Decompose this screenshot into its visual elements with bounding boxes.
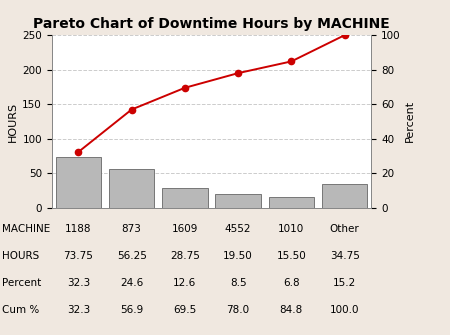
Text: 15.50: 15.50 <box>276 251 306 261</box>
Text: 19.50: 19.50 <box>223 251 253 261</box>
Text: Other: Other <box>330 224 360 234</box>
Text: 32.3: 32.3 <box>67 305 90 315</box>
Text: 78.0: 78.0 <box>226 305 250 315</box>
Text: Cum %: Cum % <box>2 305 40 315</box>
Text: 100.0: 100.0 <box>330 305 360 315</box>
Text: Percent: Percent <box>2 278 41 288</box>
Text: 12.6: 12.6 <box>173 278 197 288</box>
Bar <box>109 169 154 208</box>
Text: 8.5: 8.5 <box>230 278 247 288</box>
Text: 15.2: 15.2 <box>333 278 356 288</box>
Y-axis label: HOURS: HOURS <box>8 102 18 141</box>
Text: 56.25: 56.25 <box>117 251 147 261</box>
Title: Pareto Chart of Downtime Hours by MACHINE: Pareto Chart of Downtime Hours by MACHIN… <box>33 17 390 31</box>
Bar <box>162 188 207 208</box>
Text: 34.75: 34.75 <box>330 251 360 261</box>
Text: 24.6: 24.6 <box>120 278 143 288</box>
Text: 1609: 1609 <box>172 224 198 234</box>
Text: 4552: 4552 <box>225 224 252 234</box>
Bar <box>216 194 261 208</box>
Text: 73.75: 73.75 <box>63 251 93 261</box>
Bar <box>322 184 367 208</box>
Text: 1010: 1010 <box>278 224 305 234</box>
Bar <box>56 157 101 208</box>
Y-axis label: Percent: Percent <box>405 100 415 142</box>
Text: 1188: 1188 <box>65 224 92 234</box>
Bar <box>269 197 314 208</box>
Text: HOURS: HOURS <box>2 251 40 261</box>
Text: 56.9: 56.9 <box>120 305 143 315</box>
Text: 69.5: 69.5 <box>173 305 197 315</box>
Text: 28.75: 28.75 <box>170 251 200 261</box>
Text: MACHINE: MACHINE <box>2 224 50 234</box>
Text: 6.8: 6.8 <box>283 278 300 288</box>
Text: 84.8: 84.8 <box>280 305 303 315</box>
Text: 32.3: 32.3 <box>67 278 90 288</box>
Text: 873: 873 <box>122 224 142 234</box>
